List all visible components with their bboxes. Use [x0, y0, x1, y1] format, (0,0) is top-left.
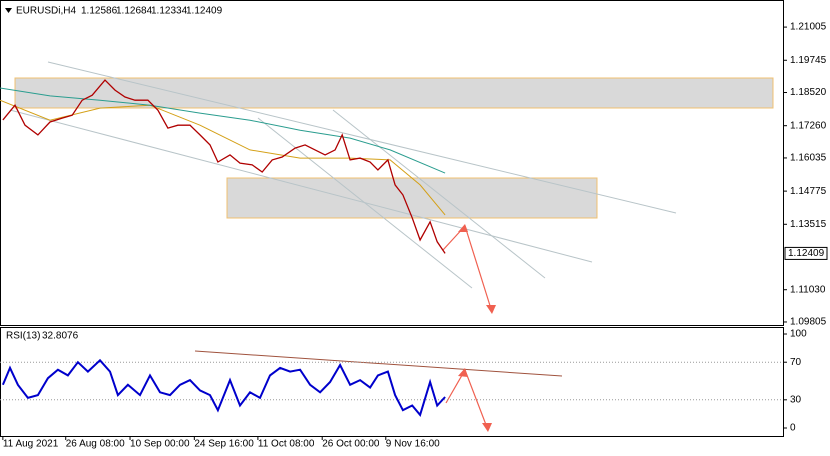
current-price-box: [784, 246, 828, 260]
trend-line: [47, 61, 677, 214]
y-tick-label: 1.14775: [790, 186, 827, 197]
y-tick-label: 100: [790, 329, 807, 340]
y-tick-label: 1.18520: [790, 87, 827, 98]
y-tick-label: 1.17260: [790, 120, 827, 131]
trend-line: [257, 117, 473, 289]
x-tick-label: 11 Oct 08:00: [258, 439, 315, 450]
y-tick-label: 1.09805: [790, 317, 827, 328]
zone: [14, 77, 774, 109]
ohlc-close: 1.12409: [186, 6, 223, 17]
menu-arrow[interactable]: [5, 8, 12, 13]
y-tick-label: 0: [790, 423, 796, 434]
price-panel: [0, 0, 784, 326]
rsi-trend-line: [194, 350, 563, 377]
ohlc-open: 1.12586: [81, 6, 118, 17]
ohlc-low: 1.12334: [151, 6, 188, 17]
y-tick-label: 1.11030: [790, 284, 826, 295]
arrow-head: [486, 305, 496, 314]
y-tick-label: 1.21005: [790, 22, 827, 33]
symbol: EURUSDi,H4: [16, 6, 76, 17]
trend-line: [9, 109, 593, 263]
current-price: 1.12409: [788, 248, 825, 259]
x-tick-label: 10 Sep 00:00: [130, 439, 190, 450]
arrow-head: [458, 224, 468, 232]
y-tick-label: 1.13515: [790, 219, 827, 230]
x-tick-label: 9 Nov 16:00: [386, 439, 440, 450]
series-line: [2, 79, 446, 254]
x-tick-label: 11 Aug 2021: [3, 439, 59, 450]
y-tick-label: 1.16035: [790, 153, 827, 164]
y-tick-label: 70: [790, 357, 802, 368]
rsi-label: RSI(13): [6, 331, 40, 342]
ohlc-high: 1.12684: [116, 6, 153, 17]
rsi-value: 32.8076: [42, 331, 79, 342]
series-line: [1, 358, 446, 417]
x-tick-label: 26 Oct 00:00: [322, 439, 380, 450]
trend-line: [332, 109, 546, 279]
arrow-head: [482, 423, 492, 432]
zone: [226, 177, 598, 219]
series-line: [0, 99, 446, 216]
arrow-head: [458, 368, 468, 377]
x-tick-label: 26 Aug 08:00: [66, 439, 125, 450]
y-tick-label: 1.19745: [790, 55, 827, 66]
x-tick-label: 24 Sep 16:00: [194, 439, 254, 450]
series-line: [0, 87, 446, 174]
y-tick-label: 30: [790, 394, 802, 405]
